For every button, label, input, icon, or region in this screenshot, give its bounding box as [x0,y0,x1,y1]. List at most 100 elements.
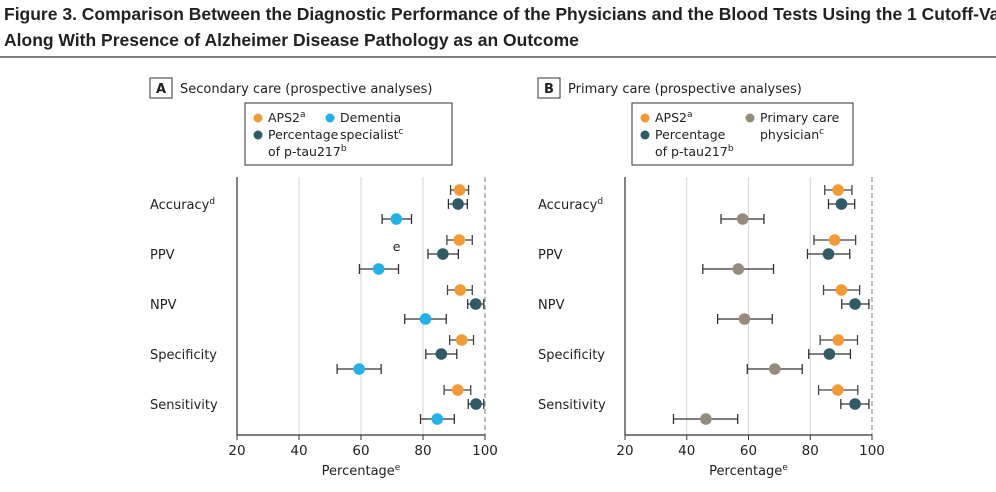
point-marker [419,313,432,325]
point-marker [470,398,482,410]
panel-title: Primary care (prospective analyses) [568,82,802,97]
point-pcp-accuracy [720,213,765,225]
x-tick-label: 40 [678,443,695,459]
point-marker [700,413,712,425]
x-tick-label: 40 [290,443,307,459]
x-tick-label: 20 [616,443,633,459]
legend-item-APS2: APS2a [253,110,306,125]
point-marker [455,334,468,346]
legend-marker [253,113,263,123]
point-marker [453,184,466,196]
point-marker [822,248,835,260]
legend-box [631,102,854,166]
point-specialist-npv [404,313,447,325]
legend-item-ptau: Percentage of p-tau217b [253,127,347,159]
point-marker [452,198,464,210]
legend-label-line-2: physicianc [760,127,824,142]
point-specialist-specificity [336,363,382,375]
point-marker [835,198,848,210]
legend-marker [640,113,650,123]
legend-label: Primary care [760,110,840,125]
x-axis-label: Percentagee [709,463,788,479]
panel-letter: A [156,82,166,97]
legend-label: Dementia [340,110,401,125]
x-tick-label: 60 [352,443,369,459]
x-tick-label: 20 [228,443,245,459]
panel-letter-box [537,77,561,99]
x-tick-label: 80 [802,443,819,459]
x-tick-label: 60 [740,443,757,459]
point-ptau-npv [466,298,485,310]
point-ptau-ppv [806,248,851,260]
point-marker [831,384,844,396]
point-pcp-npv [716,313,773,325]
point-marker [832,334,845,346]
point-APS2-sensitivity [817,384,859,396]
row-label-accuracy: Accuracyd [150,197,215,213]
row-label-ppv: PPV [538,248,563,263]
point-marker [832,184,844,196]
point-ptau-specificity [808,348,852,360]
point-pcp-sensitivity [672,413,739,425]
row-annotation: e [393,239,401,254]
legend-marker [325,113,335,123]
legend-item-ptau: Percentage of p-tau217b [640,127,734,159]
legend-label: Percentage [655,127,726,142]
point-pcp-specificity [746,363,803,375]
point-APS2-accuracy [449,184,470,196]
x-tick-label: 100 [859,443,885,459]
legend-item-pcp: Primary care physicianc [745,110,840,142]
point-marker [454,284,467,296]
point-marker [732,263,745,275]
point-specialist-ppv [358,263,400,275]
row-label-accuracy: Accuracyd [538,197,603,213]
legend-marker [745,113,755,123]
point-marker [849,398,861,410]
point-APS2-specificity [449,334,475,346]
point-marker [435,348,448,360]
point-APS2-accuracy [824,184,853,196]
legend-label: APS2a [268,110,306,125]
point-marker [768,363,781,375]
point-marker [835,284,848,296]
point-marker [353,363,365,375]
point-marker [736,213,749,225]
point-APS2-ppv [813,234,857,246]
row-label-specificity: Specificity [150,348,217,363]
point-specialist-sensitivity [419,413,455,425]
panel-a: A Secondary care (prospective analyses) AP… [149,77,498,479]
point-marker [390,213,403,225]
panel-title: Secondary care (prospective analyses) [180,82,432,97]
row-label-ppv: PPV [150,248,175,263]
legend-label-line-2: of p-tau217b [268,144,347,159]
point-APS2-specificity [819,334,859,346]
panel-letter: B [544,82,554,97]
legend-label: Percentage [268,127,339,142]
point-APS2-npv [446,284,473,296]
legend-box [244,102,453,166]
point-ptau-accuracy [827,198,856,210]
legend-item-APS2: APS2a [640,110,693,125]
point-ptau-specificity [425,348,458,360]
panel-letter-box [149,77,173,99]
row-label-sensitivity: Sensitivity [538,398,606,413]
legend-label-line-2: of p-tau217b [655,144,734,159]
point-ptau-sensitivity [467,398,485,410]
point-pcp-ppv [702,263,775,275]
row-label-sensitivity: Sensitivity [150,398,218,413]
legend-item-specialist: Dementia specialistc [325,110,404,142]
point-marker [451,384,464,396]
legend-marker [640,130,650,140]
row-label-npv: NPV [150,298,177,313]
point-ptau-npv [841,298,870,310]
legend-label-line-2: specialistc [340,127,404,142]
point-ptau-ppv [427,248,459,260]
figure-title-line-1: Figure 3. Comparison Between the Diagnos… [4,4,996,24]
point-marker [738,313,751,325]
legend-label: APS2a [655,110,693,125]
point-marker [372,263,385,275]
point-APS2-ppv [446,234,473,246]
point-marker [828,234,841,246]
x-tick-label: 100 [472,443,498,459]
